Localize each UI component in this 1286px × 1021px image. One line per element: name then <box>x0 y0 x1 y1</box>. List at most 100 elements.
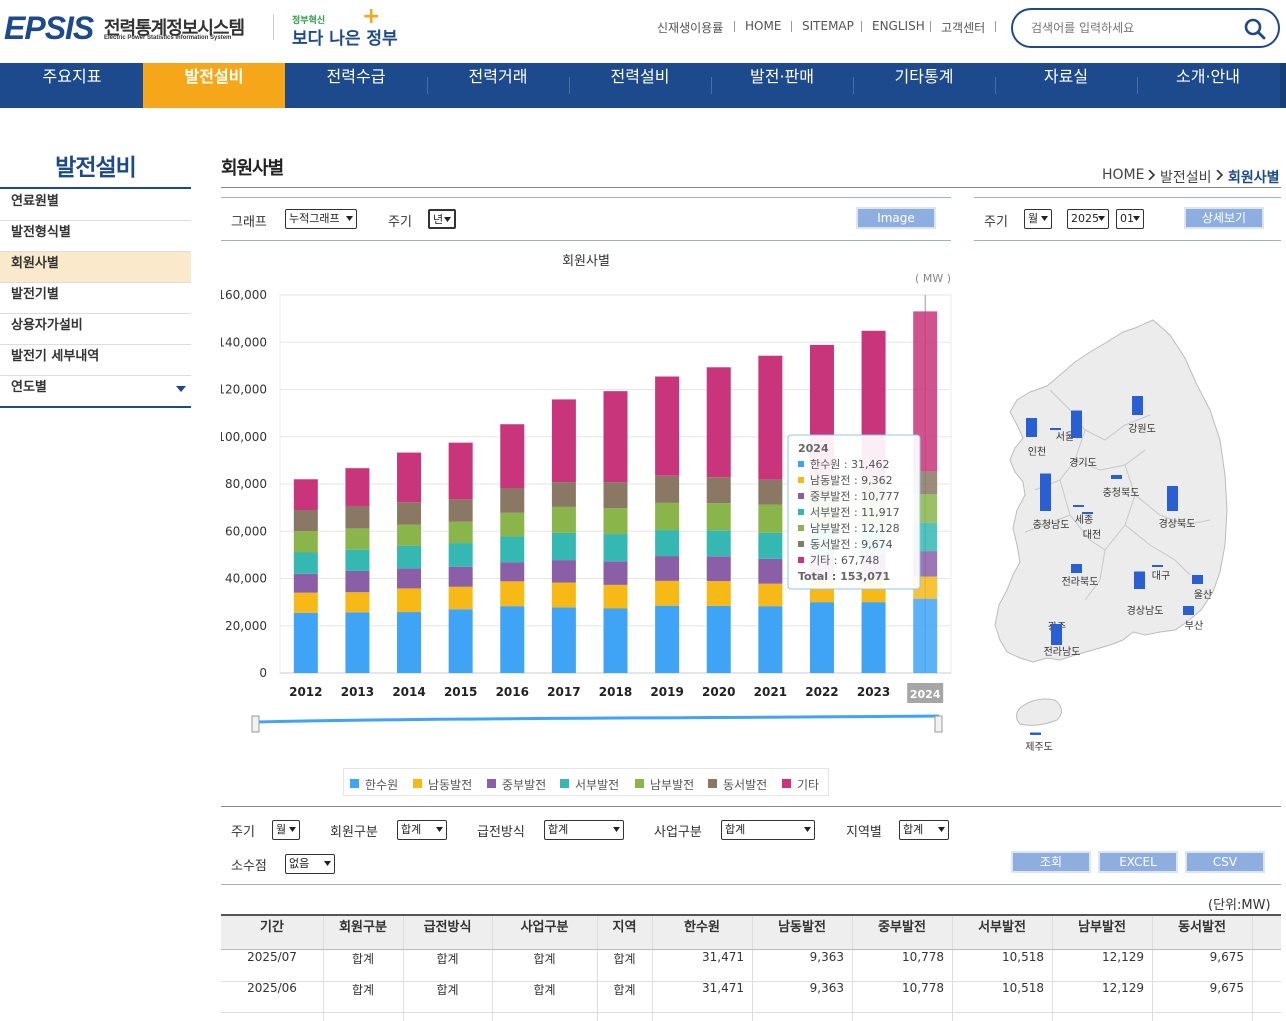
gnb-item-about[interactable]: 소개·안내 <box>1176 67 1240 86</box>
gnb-divider <box>427 77 428 94</box>
dropdown-arrow-icon <box>436 827 443 832</box>
map-region-bar[interactable] <box>1111 475 1122 479</box>
excel-download-button[interactable]: EXCEL <box>1098 851 1178 873</box>
search-input[interactable] <box>1031 18 1231 38</box>
map-region-bar[interactable] <box>1192 575 1203 584</box>
detail-view-button[interactable]: 상세보기 <box>1184 207 1264 229</box>
map-region-bar[interactable] <box>1071 564 1082 573</box>
csv-download-button[interactable]: CSV <box>1185 851 1265 873</box>
legend-item-jungbu[interactable]: 중부발전 <box>502 778 547 792</box>
gnb-item-power-trading[interactable]: 전력거래 <box>468 67 528 86</box>
tooltip-swatch <box>798 557 804 563</box>
dropdown-arrow-icon <box>324 861 331 866</box>
legend-item-seobu[interactable]: 서부발전 <box>575 778 620 792</box>
navigator-handle-right[interactable] <box>934 715 943 733</box>
bar-segment <box>293 612 318 673</box>
chart-cycle-select[interactable]: 년 <box>428 209 456 229</box>
map-region-bar[interactable] <box>1073 505 1084 507</box>
table-column-divider <box>597 916 598 1021</box>
map-region-bar[interactable] <box>1050 428 1061 430</box>
filter-member-select[interactable]: 합계 <box>397 820 447 840</box>
navigator-handle-left[interactable] <box>251 715 260 733</box>
site-header: EPSIS 전력통계정보시스템 Electric Power Statistic… <box>0 0 1286 62</box>
map-region-bar[interactable] <box>1030 732 1041 736</box>
bar-segment <box>500 581 525 607</box>
gnb-item-power-facilities[interactable]: 전력설비 <box>610 67 670 86</box>
gnb-item-generation-sales[interactable]: 발전·판매 <box>750 67 814 86</box>
sidebar-item-private-facilities[interactable]: 상용자가설비 <box>0 314 191 345</box>
bar-segment <box>293 479 318 510</box>
search-icon[interactable] <box>1243 17 1267 41</box>
bar-segment <box>345 468 370 506</box>
sidebar-item-by-fuel[interactable]: 연료원별 <box>0 190 191 221</box>
filter-supply-select[interactable]: 합계 <box>544 820 624 840</box>
map-region-bar[interactable] <box>1134 571 1145 590</box>
bar-segment <box>655 605 680 673</box>
bar-segment <box>397 568 422 589</box>
table-cell: 합계 <box>533 983 556 997</box>
bar-segment <box>551 560 576 583</box>
y-tick-label: 80,000 <box>225 477 267 491</box>
map-region-bar[interactable] <box>1026 418 1037 437</box>
legend-item-others[interactable]: 기타 <box>797 778 820 792</box>
legend-swatch <box>782 779 791 788</box>
filter-decimal-select[interactable]: 없음 <box>285 854 335 874</box>
legend-item-nambu[interactable]: 남부발전 <box>650 778 695 792</box>
search-button[interactable]: 조회 <box>1011 851 1091 873</box>
sidebar-item-by-generator[interactable]: 발전기별 <box>0 283 191 314</box>
util-link-home[interactable]: HOME <box>745 19 782 33</box>
gnb-item-power-supply[interactable]: 전력수급 <box>326 67 386 86</box>
map-region-bar[interactable] <box>1152 565 1163 567</box>
gov-logo-bottom[interactable]: 보다 나은 정부 <box>292 29 398 49</box>
util-link-sitemap[interactable]: SITEMAP <box>802 19 854 33</box>
chevron-down-icon[interactable] <box>176 386 186 392</box>
table-cell: 10,518 <box>1002 950 1044 964</box>
member-stacked-bar-chart: 회원사별 ( MW ) 0 20,000 40,000 60,000 80,000 100,0… <box>221 254 952 733</box>
table-cell: 9,675 <box>1209 950 1244 964</box>
util-link-customer-center[interactable]: 고객센터 <box>941 21 986 35</box>
graph-type-select[interactable]: 누적그래프 <box>285 209 357 229</box>
table-column-divider <box>1052 916 1053 1021</box>
filter-business-select[interactable]: 합계 <box>721 820 815 840</box>
gnb-item-other-stats[interactable]: 기타통계 <box>894 67 954 86</box>
gnb-item-key-indicators[interactable]: 주요지표 <box>42 67 102 86</box>
map-region-bar[interactable] <box>1071 410 1082 439</box>
gnb-item-generation-facilities[interactable]: 발전설비 <box>143 63 285 108</box>
filter-region-select[interactable]: 합계 <box>899 820 949 840</box>
table-header-cell: 남부발전 <box>1052 916 1152 950</box>
map-region-bar[interactable] <box>1183 606 1194 615</box>
breadcrumb-section[interactable]: 발전설비 <box>1160 170 1212 186</box>
legend-item-namdong[interactable]: 남동발전 <box>428 778 473 792</box>
breadcrumb-home[interactable]: HOME <box>1102 167 1145 183</box>
gnb-item-archive[interactable]: 자료실 <box>1043 67 1089 86</box>
table-cell: 31,471 <box>702 981 744 995</box>
map-region-bar[interactable] <box>1167 486 1178 511</box>
map-month-select[interactable]: 01 <box>1116 209 1144 229</box>
sidebar-item-generator-details[interactable]: 발전기 세부내역 <box>0 345 191 376</box>
map-region-bar[interactable] <box>1040 473 1051 512</box>
epsis-logo[interactable]: EPSIS <box>4 10 94 46</box>
util-link-renewable[interactable]: 신재생이용률 <box>657 21 724 35</box>
util-link-english[interactable]: ENGLISH <box>872 19 925 33</box>
map-controls-top-line <box>974 197 1281 198</box>
bar-segment <box>758 355 783 480</box>
map-region-bar[interactable] <box>1082 512 1093 514</box>
legend-item-khnp[interactable]: 한수원 <box>365 778 399 792</box>
dropdown-arrow-icon <box>613 827 620 832</box>
filter-cycle-select[interactable]: 월 <box>272 820 300 840</box>
map-cycle-select[interactable]: 월 <box>1024 209 1052 229</box>
map-region-bar[interactable] <box>1051 624 1062 645</box>
sidebar-item-by-year[interactable]: 연도별 <box>11 380 47 395</box>
map-region-bar[interactable] <box>1132 396 1143 415</box>
map-region-label: 충청북도 <box>1103 487 1140 499</box>
legend-item-dongseo[interactable]: 동서발전 <box>723 778 768 792</box>
bar-segment <box>913 598 938 673</box>
sidebar-item-by-member[interactable]: 회원사별 <box>0 252 191 283</box>
legend-swatch <box>350 779 359 788</box>
map-year-select[interactable]: 2025 <box>1067 209 1109 229</box>
tooltip-year: 2024 <box>798 442 829 455</box>
image-button[interactable]: Image <box>856 207 936 229</box>
gov-plus-icon: + <box>362 4 381 29</box>
sidebar-top-bar <box>0 187 191 189</box>
sidebar-item-by-type[interactable]: 발전형식별 <box>0 221 191 252</box>
